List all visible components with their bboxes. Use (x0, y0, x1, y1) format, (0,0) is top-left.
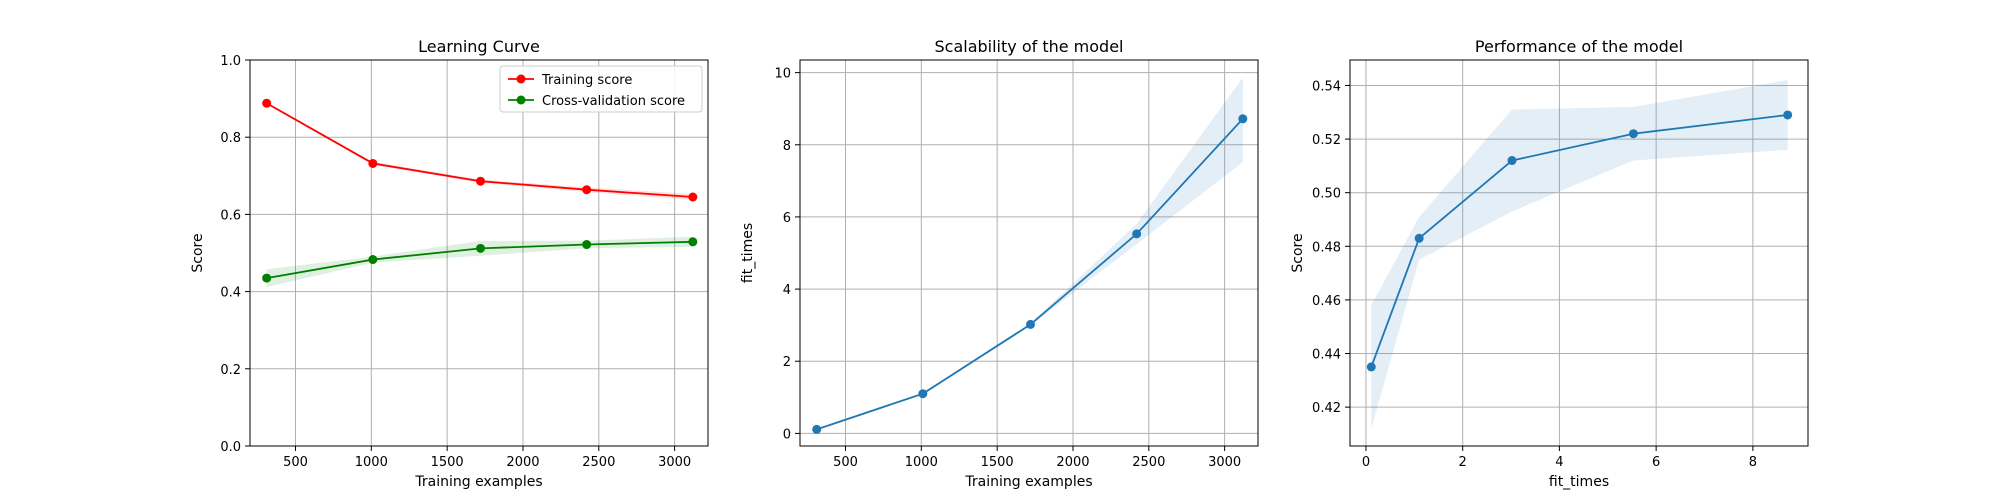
legend-marker (516, 95, 526, 105)
x-tick-label: 2500 (582, 455, 615, 470)
data-point (262, 273, 272, 283)
data-point (476, 243, 486, 253)
data-point (688, 192, 698, 202)
y-tick-label: 1.0 (220, 54, 241, 69)
axes-frame (799, 59, 1259, 447)
x-tick-label: 1500 (981, 455, 1014, 470)
data-point (918, 389, 928, 399)
y-tick-label: 6 (783, 211, 791, 226)
data-point (368, 158, 378, 168)
y-tick-label: 0.44 (1312, 348, 1341, 363)
y-axis-label: fit_times (740, 223, 756, 283)
y-tick-label: 0.2 (220, 363, 241, 378)
x-tick-label: 3000 (1208, 455, 1241, 470)
chart-title: Learning Curve (418, 37, 540, 56)
x-tick-label: 1500 (431, 455, 464, 470)
chart-3: 0 2 4 6 8 0.42 0.44 0.46 0.48 0.50 0.52 0.54 Perform… (1290, 37, 1809, 490)
y-tick-label: 0 (783, 427, 791, 442)
y-tick-label: 0.46 (1312, 294, 1341, 309)
x-tick-label: 8 (1749, 455, 1757, 470)
data-point (368, 255, 378, 265)
y-tick-label: 0.4 (220, 286, 241, 301)
chart-title: Scalability of the model (935, 37, 1124, 56)
y-axis-label: Score (1290, 233, 1306, 272)
data-point (1414, 233, 1424, 243)
y-tick-label: 0.48 (1312, 240, 1341, 255)
data-point (476, 176, 486, 186)
data-point (1628, 129, 1638, 139)
y-tick-label: 8 (783, 139, 791, 154)
data-point (1132, 229, 1142, 239)
data-point (812, 424, 822, 434)
y-tick-label: 0.42 (1312, 401, 1341, 416)
data-point (582, 240, 592, 250)
confidence-band-1 (1371, 80, 1788, 429)
x-tick-label: 1000 (905, 455, 938, 470)
data-point (1366, 362, 1376, 372)
legend-label: Training score (541, 73, 632, 88)
legend: Training score Cross-validation score (499, 65, 703, 113)
data-point (1026, 319, 1036, 329)
x-tick-label: 4 (1555, 455, 1563, 470)
legend-label: Cross-validation score (542, 94, 685, 109)
chart-1: 500 1000 1500 2000 2500 3000 0.0 0.2 0.4 0.6 0.8 1.… (190, 37, 709, 490)
series-line-1 (816, 118, 1244, 431)
data-point (1507, 156, 1517, 166)
y-tick-label: 0.6 (220, 208, 241, 223)
y-tick-label: 0.52 (1312, 133, 1341, 148)
legend-box (499, 65, 703, 113)
data-point (1238, 114, 1248, 124)
y-tick-label: 4 (783, 283, 791, 298)
y-axis-label: Score (190, 233, 206, 272)
legend-marker (516, 74, 526, 84)
x-tick-label: 0 (1362, 455, 1370, 470)
confidence-band-1 (816, 77, 1243, 430)
data-point (1783, 110, 1793, 120)
y-tick-label: 2 (783, 355, 791, 370)
x-axis-label: Training examples (414, 474, 542, 490)
x-tick-label: 1000 (355, 455, 388, 470)
chart-2: 500 1000 1500 2000 2500 3000 0 2 4 6 8 10 Scalabilit… (740, 37, 1259, 490)
y-tick-label: 0.50 (1312, 187, 1341, 202)
data-point (688, 237, 698, 247)
x-tick-label: 3000 (658, 455, 691, 470)
y-tick-label: 0.54 (1312, 79, 1341, 94)
data-point (582, 185, 592, 195)
x-tick-label: 2500 (1132, 455, 1165, 470)
axes-frame (1349, 59, 1809, 447)
x-axis-label: fit_times (1549, 474, 1609, 490)
x-tick-label: 2000 (1056, 455, 1089, 470)
x-axis-label: Training examples (964, 474, 1092, 490)
data-point (262, 98, 272, 108)
x-tick-label: 6 (1652, 455, 1660, 470)
x-tick-label: 500 (833, 455, 858, 470)
y-tick-label: 10 (774, 67, 791, 82)
x-tick-label: 2000 (506, 455, 539, 470)
y-tick-label: 0.0 (220, 440, 241, 455)
chart-title: Performance of the model (1475, 37, 1683, 56)
y-tick-label: 0.8 (220, 131, 241, 146)
axes-frame (249, 59, 709, 447)
x-tick-label: 2 (1459, 455, 1467, 470)
x-tick-label: 500 (283, 455, 308, 470)
